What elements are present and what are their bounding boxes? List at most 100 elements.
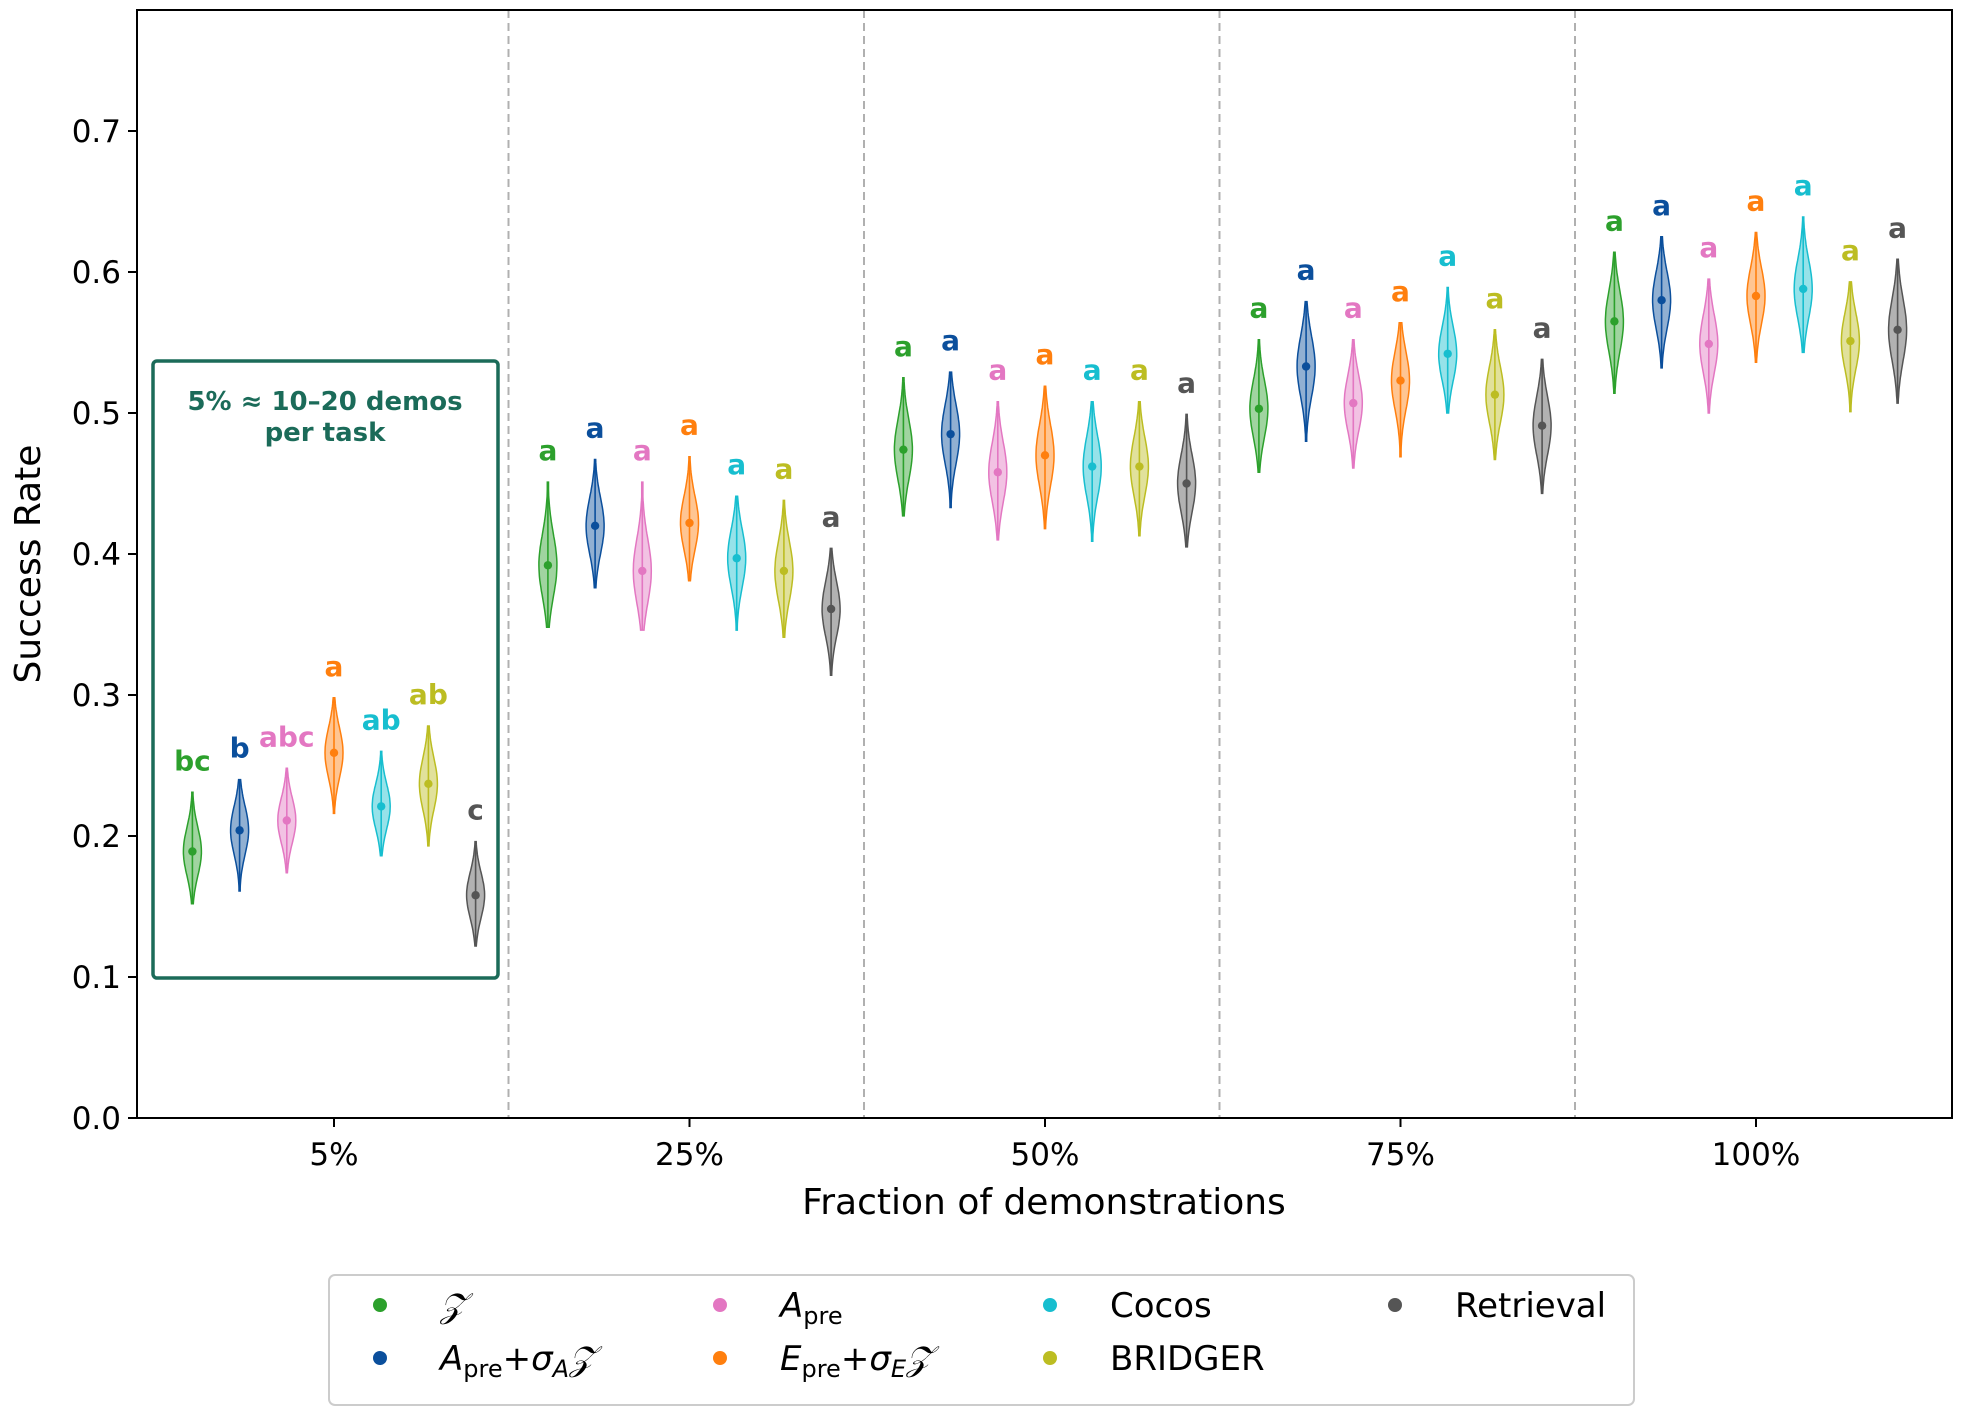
y-tick-label: 0.7 bbox=[72, 114, 121, 150]
legend-marker-epre_sigma bbox=[713, 1351, 727, 1365]
violin-bridger-3 bbox=[1485, 329, 1505, 461]
annotation-box bbox=[151, 359, 500, 980]
median-point bbox=[685, 518, 694, 528]
median-point bbox=[1301, 362, 1311, 371]
x-tick-label: 25% bbox=[655, 1137, 724, 1173]
violin-apre_sigma-3 bbox=[1296, 300, 1316, 442]
significance-letter: a bbox=[1083, 354, 1102, 387]
significance-letter: a bbox=[1652, 189, 1671, 222]
median-point bbox=[1751, 291, 1761, 301]
violin-retrieval-3 bbox=[1532, 358, 1552, 495]
legend-marker-z bbox=[373, 1298, 387, 1312]
median-point bbox=[1846, 336, 1855, 346]
axes bbox=[136, 9, 1953, 1119]
x-tick-label: 100% bbox=[1712, 1137, 1801, 1173]
significance-letter: ab bbox=[362, 703, 401, 736]
significance-letter: a bbox=[727, 448, 746, 481]
median-point bbox=[1396, 376, 1405, 385]
significance-letter: a bbox=[1485, 282, 1504, 315]
violin-cocos-3 bbox=[1437, 286, 1458, 414]
significance-letter: a bbox=[822, 500, 841, 533]
legend-marker-cocos bbox=[1043, 1298, 1057, 1312]
significance-letter: a bbox=[1391, 275, 1410, 308]
legend-label: BRIDGER bbox=[1110, 1339, 1265, 1379]
violin-apre_sigma-4 bbox=[1651, 236, 1672, 369]
violin-apre_sigma-0 bbox=[229, 778, 250, 892]
median-point bbox=[1040, 451, 1050, 460]
x-ticks: 5% 25% 50% 75% 100% bbox=[309, 1118, 1800, 1173]
violin-cocos-1 bbox=[726, 495, 747, 631]
significance-letter: a bbox=[325, 650, 344, 683]
violin-bridger-4 bbox=[1840, 281, 1861, 413]
significance-letter: a bbox=[1699, 231, 1718, 264]
annotation-layer: 5% ≈ 10–20 demos per task bbox=[151, 359, 500, 980]
median-point bbox=[946, 429, 955, 439]
legend-label: Apre+σA𝒵 bbox=[438, 1339, 603, 1383]
significance-letter: a bbox=[1533, 311, 1552, 344]
violin-epre_sigma-4 bbox=[1746, 231, 1766, 363]
annotation-line-2: per task bbox=[265, 418, 387, 448]
violin-apre-1 bbox=[632, 481, 653, 631]
violin-apre_sigma-2 bbox=[940, 371, 961, 509]
violin-bridger-2 bbox=[1129, 400, 1150, 537]
median-point bbox=[826, 604, 836, 614]
annotation-line-1: 5% ≈ 10–20 demos bbox=[187, 387, 462, 417]
y-axis-label: Success Rate bbox=[8, 445, 49, 684]
median-point bbox=[899, 445, 908, 454]
significance-letter: ab bbox=[409, 678, 448, 711]
significance-letter: a bbox=[1344, 292, 1363, 325]
median-point bbox=[329, 748, 339, 758]
median-point bbox=[1657, 296, 1666, 305]
violin-z-2 bbox=[893, 377, 914, 517]
violin-epre_sigma-1 bbox=[679, 455, 700, 582]
legend-marker-apre_sigma bbox=[373, 1351, 387, 1365]
violin-bridger-0 bbox=[418, 725, 439, 847]
legend-label: Retrieval bbox=[1455, 1286, 1606, 1326]
x-tick-label: 50% bbox=[1011, 1137, 1080, 1173]
violin-epre_sigma-0 bbox=[324, 697, 344, 815]
median-point bbox=[235, 826, 244, 835]
significance-letter: a bbox=[1130, 354, 1149, 387]
significance-letter: a bbox=[586, 412, 605, 445]
significance-letter: a bbox=[538, 434, 557, 467]
group-separators bbox=[507, 10, 1576, 1118]
median-point bbox=[1182, 479, 1191, 488]
median-point bbox=[1799, 284, 1808, 294]
significance-letter: a bbox=[1177, 366, 1196, 399]
violin-bridger-1 bbox=[774, 499, 794, 638]
violin-z-0 bbox=[182, 791, 203, 905]
significance-letter: a bbox=[1794, 169, 1813, 202]
violin-apre-2 bbox=[988, 400, 1008, 541]
significance-letter: a bbox=[941, 324, 960, 357]
legend-label: Cocos bbox=[1110, 1286, 1212, 1326]
y-tick-label: 0.1 bbox=[72, 960, 121, 996]
legend-box bbox=[328, 1274, 1635, 1406]
legend: 𝒵Apre+σA𝒵ApreEpre+σE𝒵CocosBRIDGERRetriev… bbox=[328, 1274, 1635, 1406]
median-point bbox=[1490, 390, 1500, 399]
violin-retrieval-1 bbox=[821, 547, 841, 677]
median-point bbox=[471, 891, 480, 900]
violin-cocos-4 bbox=[1793, 216, 1813, 354]
significance-letter: a bbox=[1841, 234, 1860, 267]
y-ticks: 0.0 0.1 0.2 0.3 0.4 0.5 0.6 0.7 bbox=[72, 114, 137, 1137]
y-tick-label: 0.2 bbox=[72, 819, 121, 855]
y-tick-label: 0.5 bbox=[72, 396, 121, 432]
legend-marker-retrieval bbox=[1388, 1298, 1402, 1312]
median-point bbox=[1704, 339, 1714, 349]
median-point bbox=[1610, 317, 1619, 326]
legend-marker-bridger bbox=[1043, 1351, 1057, 1365]
significance-letter: abc bbox=[259, 720, 315, 753]
violin-retrieval-4 bbox=[1887, 258, 1908, 404]
x-tick-label: 75% bbox=[1366, 1137, 1435, 1173]
median-point bbox=[1443, 349, 1452, 358]
significance-letter: a bbox=[1297, 254, 1316, 287]
plot-frame bbox=[136, 9, 1953, 1119]
median-point bbox=[543, 561, 553, 570]
violin-epre_sigma-3 bbox=[1390, 322, 1411, 458]
significance-letter: a bbox=[1747, 185, 1766, 218]
legend-label: Apre bbox=[778, 1286, 843, 1330]
significance-letter: a bbox=[1438, 240, 1457, 273]
median-point bbox=[188, 847, 197, 856]
median-point bbox=[1088, 462, 1097, 471]
